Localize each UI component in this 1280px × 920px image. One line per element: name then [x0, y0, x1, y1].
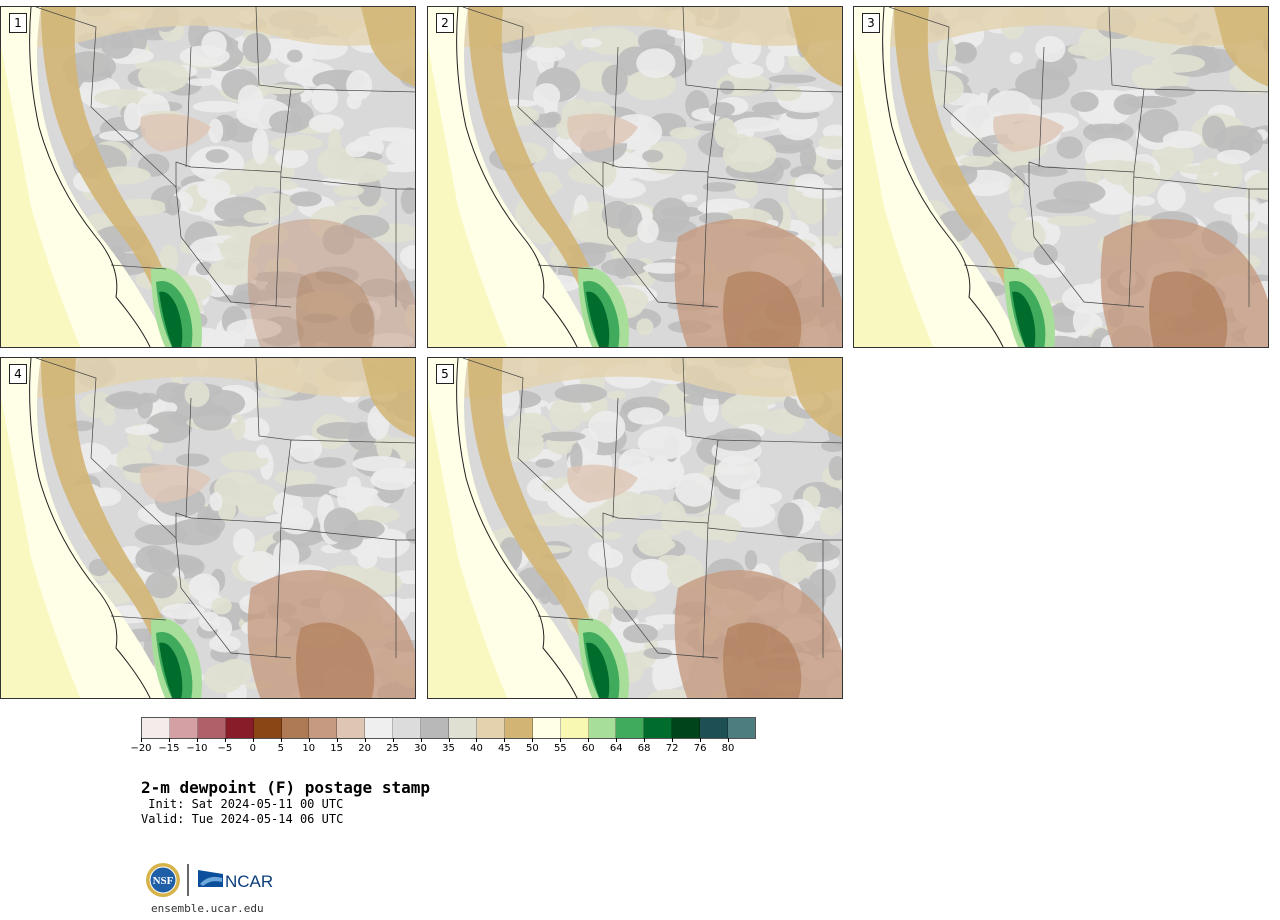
- dewpoint-map-4: [1, 358, 415, 698]
- colorbar-swatch: [337, 718, 366, 738]
- init-time: Init: Sat 2024-05-11 00 UTC: [141, 797, 344, 811]
- title-block: 2-m dewpoint (F) postage stamp Init: Sat…: [141, 778, 430, 827]
- colorbar-swatch: [309, 718, 338, 738]
- colorbar-tick-label: 68: [637, 743, 651, 754]
- colorbar-swatch: [225, 718, 254, 738]
- colorbar-swatch: [644, 718, 673, 738]
- colorbar-tick-label: −15: [158, 743, 180, 754]
- colorbar-swatch: [197, 718, 226, 738]
- colorbar-tick-label: 50: [525, 743, 539, 754]
- colorbar-swatch: [169, 718, 198, 738]
- chart-title: 2-m dewpoint (F) postage stamp: [141, 778, 430, 797]
- nsf-logo-text: NSF: [153, 875, 174, 887]
- colorbar-tick-label: 35: [442, 743, 455, 754]
- colorbar-swatch: [421, 718, 449, 738]
- member-panel-4: 4: [0, 357, 416, 699]
- colorbar-swatch: [504, 718, 533, 738]
- colorbar-tick-label: 72: [665, 743, 679, 754]
- colorbar-tick-label: 60: [581, 743, 595, 754]
- member-label-1: 1: [9, 13, 27, 33]
- colorbar-tick-label: 0: [249, 743, 256, 754]
- colorbar-tick-label: −20: [130, 743, 152, 754]
- dewpoint-map-5: [428, 358, 842, 698]
- member-panel-1: 1: [0, 6, 416, 348]
- colorbar-tick-label: 55: [553, 743, 567, 754]
- colorbar-tick-label: 64: [609, 743, 623, 754]
- valid-time: Valid: Tue 2024-05-14 06 UTC: [141, 812, 344, 826]
- member-label-3: 3: [862, 13, 880, 33]
- colorbar-tick-label: 76: [693, 743, 707, 754]
- colorbar-tick-label: −5: [217, 743, 233, 754]
- colorbar-swatch: [588, 718, 617, 738]
- dewpoint-map-1: [1, 7, 415, 347]
- colorbar-tick-label: 10: [302, 743, 316, 754]
- member-label-4: 4: [9, 364, 27, 384]
- member-label-5: 5: [436, 364, 454, 384]
- colorbar-swatch: [476, 718, 505, 738]
- ncar-logo-icon: NCAR: [198, 870, 273, 891]
- colorbar-swatch: [393, 718, 422, 738]
- colorbar-tick-label: 25: [386, 743, 399, 754]
- colorbar-tick-label: −10: [186, 743, 208, 754]
- colorbar-swatch: [253, 718, 282, 738]
- member-panel-5: 5: [427, 357, 843, 699]
- colorbar-swatch: [142, 718, 170, 738]
- colorbar-swatch: [448, 718, 477, 738]
- colorbar-swatch: [532, 718, 561, 738]
- colorbar-swatch: [672, 718, 701, 738]
- colorbar-swatch: [365, 718, 394, 738]
- nsf-logo-icon: NSF: [146, 863, 180, 897]
- ncar-logo-text: NCAR: [225, 872, 273, 891]
- member-panel-3: 3: [853, 6, 1269, 348]
- colorbar-tick-label: 45: [498, 743, 511, 754]
- colorbar-tick-label: 20: [358, 743, 371, 754]
- member-panel-2: 2: [427, 6, 843, 348]
- colorbar-tick-label: 40: [470, 743, 483, 754]
- colorbar-swatch: [616, 718, 645, 738]
- colorbar-tick-label: 30: [414, 743, 427, 754]
- colorbar-swatch: [728, 718, 755, 738]
- logos: NSF NCAR: [143, 860, 283, 900]
- member-label-2: 2: [436, 13, 454, 33]
- dewpoint-colorbar: [141, 717, 756, 739]
- colorbar-tick-label: 15: [330, 743, 344, 754]
- colorbar-swatch: [281, 718, 310, 738]
- colorbar-tick-label: 5: [277, 743, 284, 754]
- colorbar-swatch: [700, 718, 729, 738]
- colorbar-swatch: [560, 718, 589, 738]
- website-url: ensemble.ucar.edu: [151, 902, 264, 915]
- colorbar-tick-label: 80: [721, 743, 735, 754]
- dewpoint-map-3: [854, 7, 1268, 347]
- dewpoint-map-2: [428, 7, 842, 347]
